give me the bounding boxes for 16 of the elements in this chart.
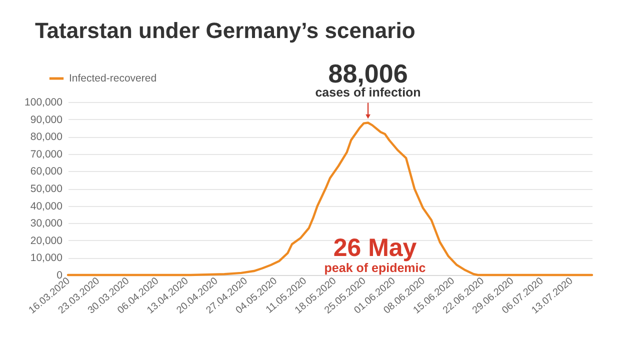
y-tick-label: 20,000 xyxy=(30,234,63,247)
y-tick-label: 30,000 xyxy=(30,218,63,230)
y-tick-label: 50,000 xyxy=(30,183,63,195)
legend-label: Infected-recovered xyxy=(69,72,157,84)
y-tick-label: 100,000 xyxy=(24,96,63,108)
y-tick-label: 0 xyxy=(56,270,63,282)
y-tick-label: 80,000 xyxy=(30,131,63,144)
chart-title: Tatarstan under Germany’s scenario xyxy=(35,18,416,43)
y-tick-label: 90,000 xyxy=(30,114,63,126)
annotation: peak of epidemic xyxy=(324,261,426,275)
y-tick-label: 70,000 xyxy=(30,148,63,160)
annotation: 26 May xyxy=(333,234,417,262)
y-tick-label: 40,000 xyxy=(30,200,63,212)
y-tick-label: 60,000 xyxy=(30,166,63,178)
y-tick-label: 10,000 xyxy=(30,252,63,264)
line-series xyxy=(66,122,594,276)
